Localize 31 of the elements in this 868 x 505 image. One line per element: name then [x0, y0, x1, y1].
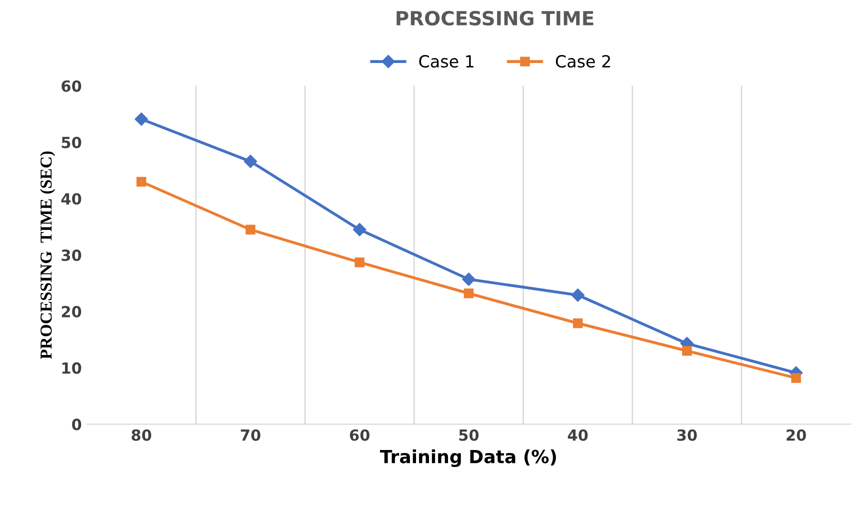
point — [462, 272, 476, 286]
legend-label: Case 1 — [419, 55, 474, 68]
y-tick-label: 0 — [72, 418, 82, 430]
point — [354, 257, 364, 268]
x-tick-label: 40 — [568, 429, 588, 441]
legend-label: Case 2 — [556, 55, 610, 68]
point — [353, 223, 366, 236]
y-tick-label: 50 — [62, 136, 82, 148]
point — [572, 318, 583, 328]
chart-title: PROCESSING TIME — [396, 10, 594, 26]
point — [134, 112, 148, 126]
x-tick-label: 70 — [240, 429, 260, 441]
point — [464, 288, 474, 298]
x-tick-label: 60 — [350, 429, 370, 441]
point — [791, 373, 801, 383]
x-tick-label: 30 — [677, 429, 697, 441]
x-axis-title: Training Data (%) — [380, 449, 556, 468]
y-tick-label: 20 — [62, 306, 82, 318]
point — [136, 176, 146, 187]
x-tick-label: 50 — [459, 429, 479, 441]
x-tick-label: 80 — [132, 429, 152, 441]
x-tick-label: 20 — [786, 429, 806, 441]
y-tick-label: 60 — [62, 80, 82, 92]
y-tick-label: 40 — [61, 193, 82, 205]
point — [244, 154, 258, 168]
point — [682, 346, 692, 356]
point — [246, 224, 256, 235]
point — [571, 288, 584, 302]
y-tick-label: 30 — [62, 249, 82, 262]
y-tick-label: 10 — [62, 362, 82, 374]
y-axis-title: PROCESSING TIME (SEC) — [40, 151, 56, 360]
